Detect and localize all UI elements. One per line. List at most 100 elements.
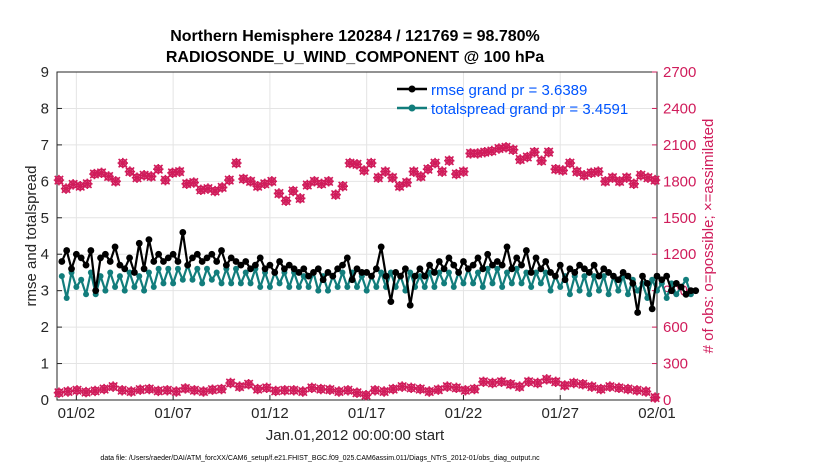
rmse-point [106,258,114,265]
x-axis-label: Jan.01,2012 00:00:00 start [266,427,445,444]
rmse-point [566,265,574,273]
rmse-point [445,254,453,262]
rmse-point [672,279,680,287]
obs-high-assimilated-marker [529,146,540,158]
obs-high-assimilated-marker [103,171,114,182]
obs-high-assimilated-marker [89,168,100,180]
left-tick-label: 3 [41,283,49,300]
totalspread-point [407,269,414,276]
obs-low-assimilated-marker [415,383,426,395]
x-tick-label: 01/02 [58,405,96,422]
obs-high-assimilated-marker [323,176,334,187]
rmse-point [561,276,569,284]
plot-frame [56,71,658,401]
obs-high-assimilated-marker [188,177,199,188]
right-tick-label: 1200 [663,246,696,263]
obs-low-assimilated-marker [306,382,318,394]
obs-low-assimilated-marker [613,382,625,394]
rmse-point [101,250,109,258]
totalspread-point [233,265,240,272]
obs-low-assimilated-marker [107,381,119,392]
rmse-point [571,269,579,276]
rmse-point [668,287,675,295]
totalspread-point [165,265,172,272]
totalspread-point [450,284,457,291]
right-tick-label: 2100 [663,137,696,154]
totalspread-point [542,269,549,276]
totalspread-point [421,284,428,291]
obs-low-assimilated-marker [315,383,327,395]
rmse-point [435,258,443,265]
totalspread-point [300,273,307,280]
grid [57,72,657,400]
right-tick-label: 1500 [663,210,696,227]
totalspread-point [354,284,360,291]
totalspread-point [576,287,583,294]
left-tick-label: 2 [41,319,49,336]
obs-low-assimilated-marker [387,383,399,395]
rmse-point [547,269,554,276]
rmse-point [498,261,506,269]
totalspread-point [145,269,152,276]
totalspread-point [204,265,210,272]
obs-high-assimilated-marker [75,180,86,192]
obs-low-assimilated-marker [98,383,110,395]
totalspread-point [581,273,588,280]
rmse-point [614,276,622,284]
rmse-point [193,250,201,258]
obs-high-assimilated-marker [550,163,561,175]
rmse-point [687,287,695,295]
totalspread-point [126,269,133,276]
rmse-point [256,254,264,262]
totalspread-point [460,280,467,287]
rmse-point [121,265,129,273]
totalspread-point [537,280,544,287]
rmse-point [189,254,196,262]
obs-low-assimilated-marker [433,384,444,395]
obs-low-assimilated-marker [586,381,598,392]
totalspread-point [595,287,602,294]
rmse-point [348,276,356,284]
totalspread-point [58,273,65,280]
rmse-point [266,261,274,269]
obs-high-assimilated-marker [344,157,356,169]
rmse-point [97,254,104,262]
rmse-point [392,269,400,276]
rmse-point [285,261,293,269]
rmse-point [581,265,588,273]
totalspread-point [649,276,656,283]
obs-high-assimilated-marker [394,180,405,192]
x-axis-ticks: 01/02 01/07 01/12 01/17 01/22 01/27 02/01 [58,395,676,422]
rmse-point [605,269,613,276]
rmse-point [227,254,235,262]
rmse-point [522,247,530,254]
totalspread-point [445,269,452,276]
obs-high-assimilated-marker [174,166,185,177]
rmse-point [324,269,332,276]
obs-high-assimilated-marker [429,157,441,169]
obs-high-assimilated-marker [216,182,228,193]
rmse-point [455,269,463,276]
obs-high-assimilated-marker [564,157,576,169]
totalspread-point [63,294,70,301]
rmse-point [493,258,501,265]
totalspread-point [387,269,394,276]
obs-low-assimilated-marker [559,380,570,391]
totalspread-point [586,291,593,298]
obs-low-assimilated-marker [80,386,92,398]
rmse-point [87,247,95,254]
obs-high-assimilated-marker [493,143,505,154]
obs-low-assimilated-marker [225,377,236,389]
rmse-point [213,258,221,265]
obs-low-assimilated-marker [171,386,182,397]
rmse-point [343,254,351,262]
rmse-point [576,261,583,269]
totalspread-point [523,269,530,276]
totalspread-point [218,280,225,287]
rmse-point [542,258,550,265]
rmse-point [150,258,158,265]
rmse-point [508,265,516,273]
obs-low-assimilated-marker [541,374,552,385]
rmse-point [489,261,496,269]
